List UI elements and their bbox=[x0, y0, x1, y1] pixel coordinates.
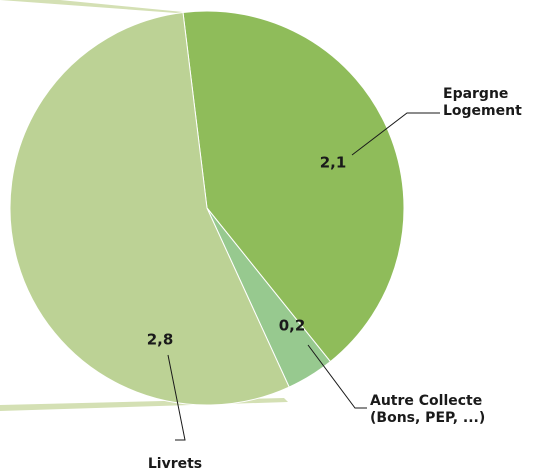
data-label: 2,8 bbox=[147, 331, 174, 349]
pie-slice bbox=[182, 10, 405, 363]
legend-label: Livrets bbox=[147, 456, 203, 472]
legend-label: Epargne Logement bbox=[443, 86, 522, 119]
pie-slice bbox=[9, 11, 290, 406]
zoom-connector bbox=[0, 0, 190, 14]
data-label: 0,2 bbox=[279, 317, 306, 335]
leader-line bbox=[351, 112, 440, 156]
legend-label: Autre Collecte (Bons, PEP, ...) bbox=[370, 393, 486, 426]
leader-line bbox=[307, 344, 367, 409]
leader-line bbox=[167, 354, 186, 441]
data-label: 2,1 bbox=[320, 154, 347, 172]
